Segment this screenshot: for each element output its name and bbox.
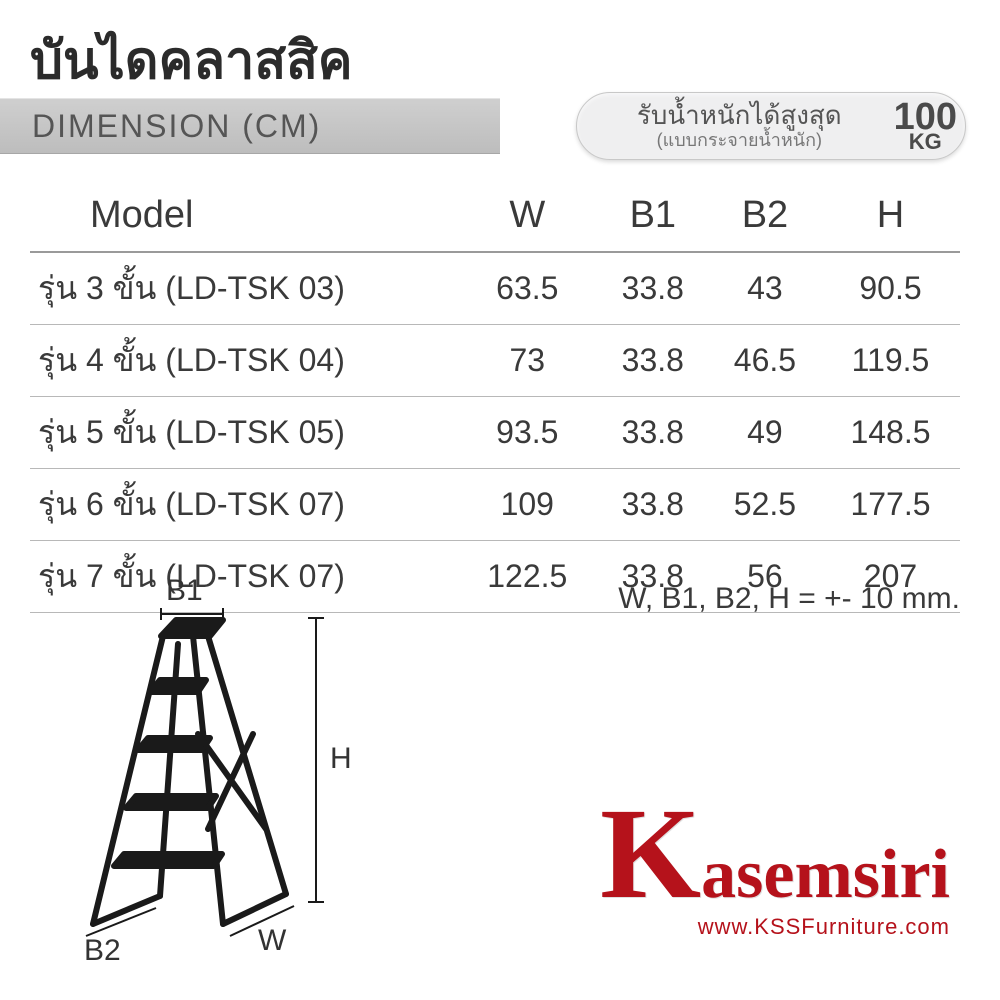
table-row: รุ่น 6 ขั้น (LD-TSK 07) 109 33.8 52.5 17… [30,469,960,541]
col-w: W [458,182,597,252]
ladder-diagram: B1 H W B2 [48,584,368,964]
cell-b1: 33.8 [597,252,709,325]
diagram-label-b2: B2 [84,934,121,968]
cell-w: 63.5 [458,252,597,325]
dimension-table: Model W B1 B2 H รุ่น 3 ขั้น (LD-TSK 03) … [30,182,960,613]
tolerance-note: W, B1, B2, H = +- 10 mm. [618,582,960,616]
cell-b1: 33.8 [597,397,709,469]
col-b2: B2 [709,182,821,252]
brand-rest: asemsiri [701,836,950,913]
cell-w: 73 [458,325,597,397]
col-b1: B1 [597,182,709,252]
cell-model: รุ่น 3 ขั้น (LD-TSK 03) [30,252,458,325]
badge-line1: รับน้ำหนักได้สูงสุด [637,102,842,129]
cell-b2: 46.5 [709,325,821,397]
col-h: H [821,182,960,252]
cell-b1: 33.8 [597,325,709,397]
diagram-label-h: H [330,742,352,776]
weight-capacity-badge: รับน้ำหนักได้สูงสุด (แบบกระจายน้ำหนัก) 1… [576,92,966,160]
cell-b2: 52.5 [709,469,821,541]
ladder-icon [48,584,368,964]
diagram-label-b1: B1 [166,574,203,608]
cell-model: รุ่น 6 ขั้น (LD-TSK 07) [30,469,458,541]
cell-model: รุ่น 4 ขั้น (LD-TSK 04) [30,325,458,397]
badge-line2: (แบบกระจายน้ำหนัก) [657,131,822,150]
dimension-header-text: DIMENSION (CM) [32,108,321,145]
table-row: รุ่น 4 ขั้น (LD-TSK 04) 73 33.8 46.5 119… [30,325,960,397]
cell-b1: 33.8 [597,469,709,541]
cell-w: 122.5 [458,541,597,613]
cell-h: 90.5 [821,252,960,325]
cell-h: 177.5 [821,469,960,541]
brand-initial: K [600,782,701,926]
table-header-row: Model W B1 B2 H [30,182,960,252]
cell-h: 119.5 [821,325,960,397]
table-row: รุ่น 5 ขั้น (LD-TSK 05) 93.5 33.8 49 148… [30,397,960,469]
cell-w: 93.5 [458,397,597,469]
dimension-header-bar: DIMENSION (CM) [0,98,500,154]
brand-logo: Kasemsiri www.KSSFurniture.com [600,802,950,940]
diagram-label-w: W [258,924,286,958]
cell-b2: 49 [709,397,821,469]
cell-h: 148.5 [821,397,960,469]
cell-w: 109 [458,469,597,541]
cell-b2: 43 [709,252,821,325]
badge-unit: KG [909,132,942,152]
col-model: Model [30,182,458,252]
cell-model: รุ่น 5 ขั้น (LD-TSK 05) [30,397,458,469]
table-row: รุ่น 3 ขั้น (LD-TSK 03) 63.5 33.8 43 90.… [30,252,960,325]
page-title: บันไดคลาสสิค [30,18,353,101]
